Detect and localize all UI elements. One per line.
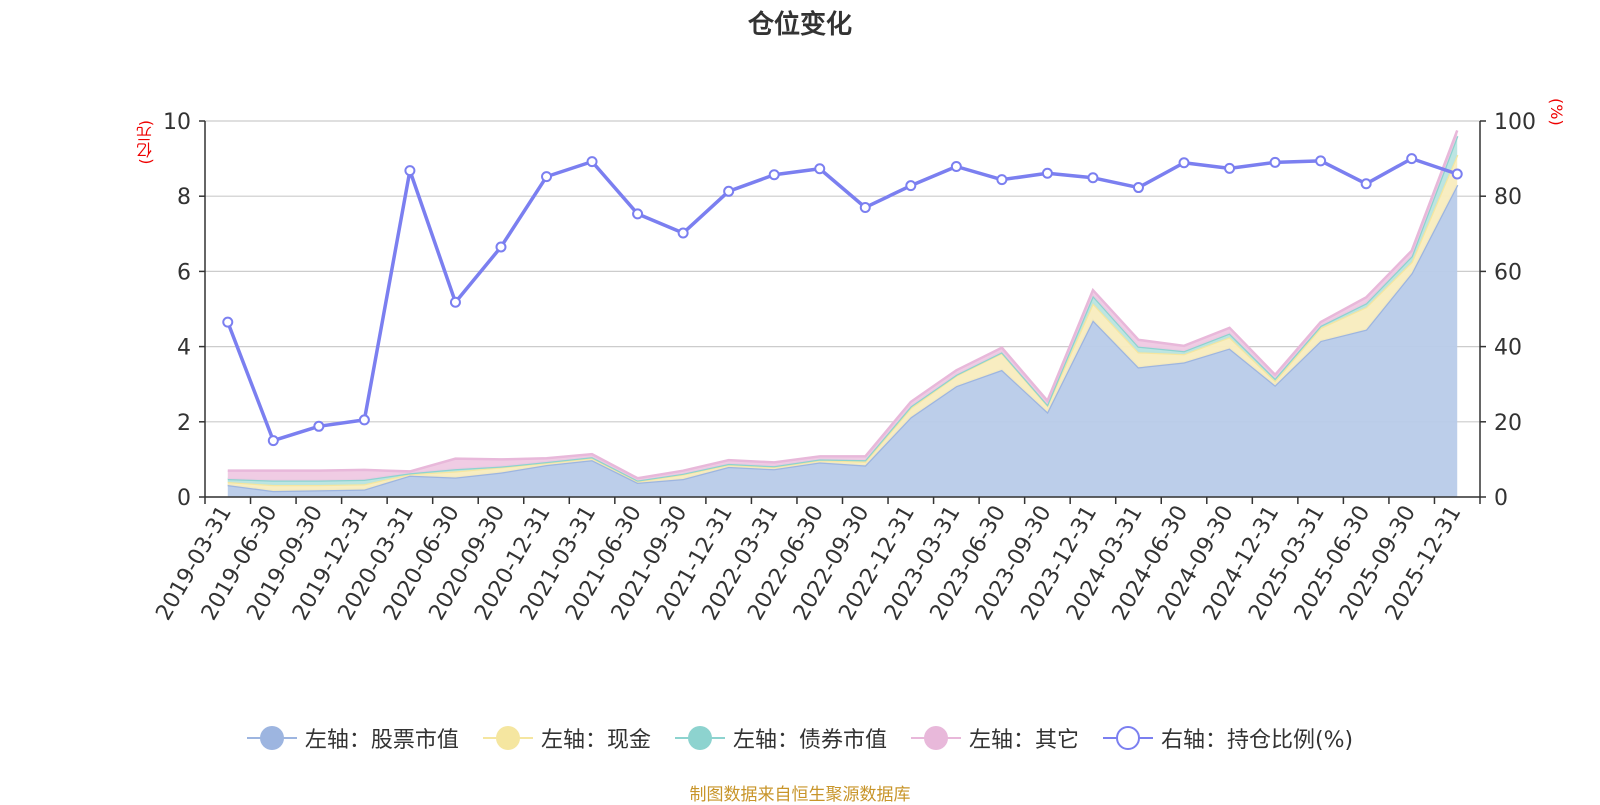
ratio-point [541,171,553,183]
legend-item-other[interactable]: 左轴：其它 [910,722,1079,754]
ratio-point [313,420,325,432]
ratio-point [404,165,416,177]
legend-item-ratio[interactable]: 右轴：持仓比例(%) [1102,722,1354,754]
ratio-point [358,414,370,426]
right-tick-label: 0 [1494,486,1508,511]
ratio-point [495,241,507,253]
ratio-point [950,160,962,172]
left-tick-label: 10 [163,110,191,135]
legend-item-stock[interactable]: 左轴：股票市值 [246,722,459,754]
right-tick-label: 80 [1494,185,1522,210]
right-tick-label: 40 [1494,336,1522,361]
ratio-point [1360,178,1372,190]
ratio-point [1269,156,1281,168]
ratio-point [905,180,917,192]
legend-label: 左轴：债券市值 [732,728,887,753]
ratio-point [1224,162,1236,174]
right-axis-unit: (%) [1547,98,1566,126]
ratio-point [814,163,826,175]
area-0 [227,184,1458,498]
chart-title: 仓位变化 [747,10,852,40]
ratio-point [677,227,689,239]
area-line-3 [227,129,1459,480]
left-tick-label: 2 [177,411,191,436]
left-tick-label: 6 [177,260,191,285]
legend-swatch-icon [1102,725,1153,751]
legend-item-cash[interactable]: 左轴：现金 [482,722,651,754]
ratio-line [226,156,1458,443]
legend-label: 左轴：股票市值 [304,728,459,753]
right-tick-label: 60 [1494,260,1522,285]
ratio-point [996,174,1008,186]
right-tick-label: 100 [1494,110,1536,135]
legend-swatch-icon [910,725,961,751]
left-tick-label: 8 [177,185,191,210]
legend-label: 左轴：现金 [540,728,651,753]
ratio-point [768,169,780,181]
ratio-point [1315,155,1327,167]
legend-swatch-icon [246,725,297,751]
legend: 左轴：股票市值 左轴：现金 左轴：债券市值 左轴：其它 右轴：持仓比例(%) [0,722,1600,754]
ratio-point [1132,182,1144,194]
ratio-point [1451,168,1463,180]
ratio-point [1087,172,1099,184]
ratio-point [632,208,644,220]
legend-label: 右轴：持仓比例(%) [1160,728,1354,753]
legend-item-bond[interactable]: 左轴：债券市值 [674,722,887,754]
ratio-point [267,435,279,447]
ratio-point [449,296,461,308]
ratio-point [586,156,598,168]
chart-plot: 02468100204060801002019-03-312019-06-302… [151,110,1536,625]
source-note: 制图数据来自恒生聚源数据库 [689,785,911,805]
left-tick-label: 0 [177,486,191,511]
right-tick-label: 20 [1494,411,1522,436]
legend-swatch-icon [674,725,725,751]
ratio-point [1178,157,1190,169]
legend-swatch-icon [482,725,533,751]
left-tick-label: 4 [177,336,191,361]
legend-label: 左轴：其它 [968,728,1079,753]
ratio-point [1041,167,1053,179]
ratio-point [222,316,234,328]
ratio-point [1406,153,1418,165]
ratio-point [723,185,735,197]
ratio-point [859,201,871,213]
